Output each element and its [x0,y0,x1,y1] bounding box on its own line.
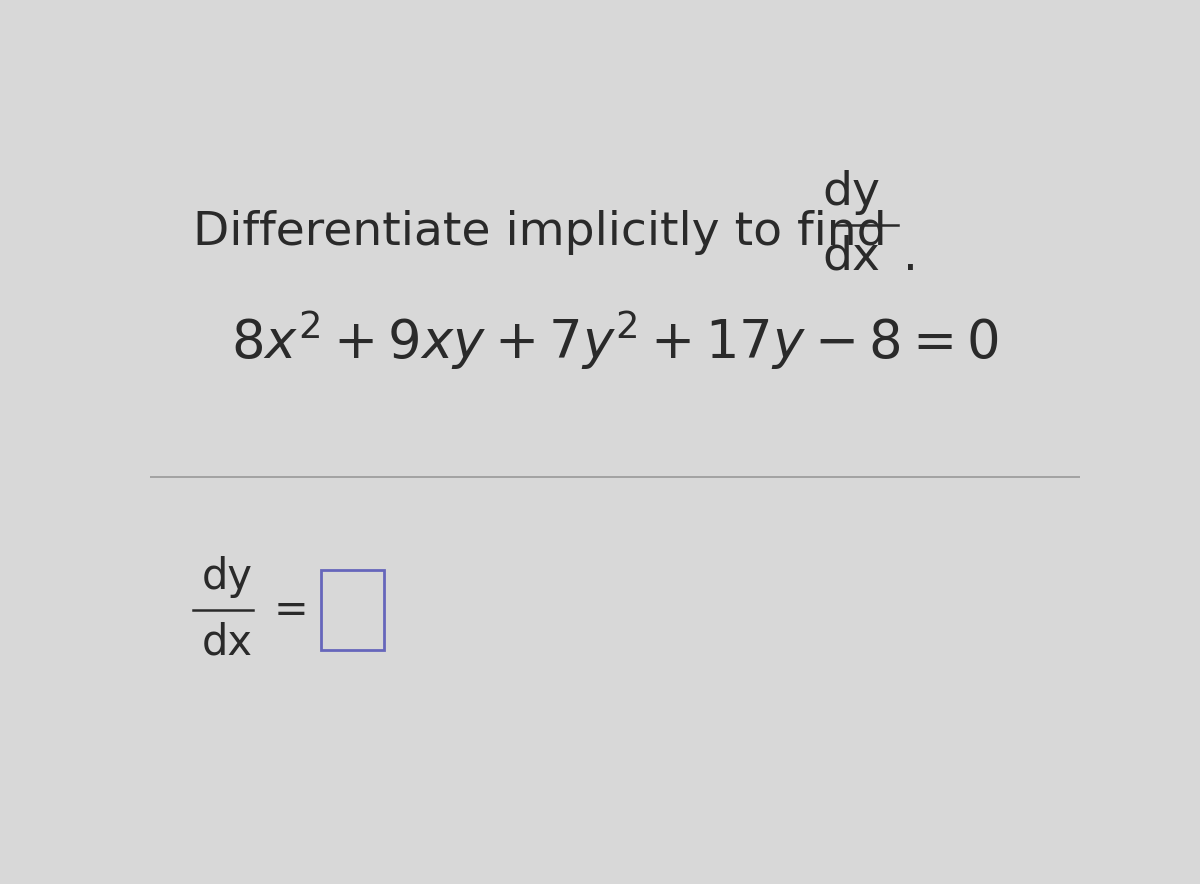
Text: dx: dx [822,234,881,279]
Text: dx: dx [202,621,253,664]
Text: Differentiate implicitly to find: Differentiate implicitly to find [193,210,887,255]
Text: =: = [274,589,308,630]
Text: dy: dy [202,556,253,598]
FancyBboxPatch shape [320,569,384,650]
Text: $8x^2 + 9xy + 7y^2 + 17y - 8 = 0$: $8x^2 + 9xy + 7y^2 + 17y - 8 = 0$ [232,309,998,372]
Text: .: . [904,234,918,279]
Text: dy: dy [822,170,881,215]
